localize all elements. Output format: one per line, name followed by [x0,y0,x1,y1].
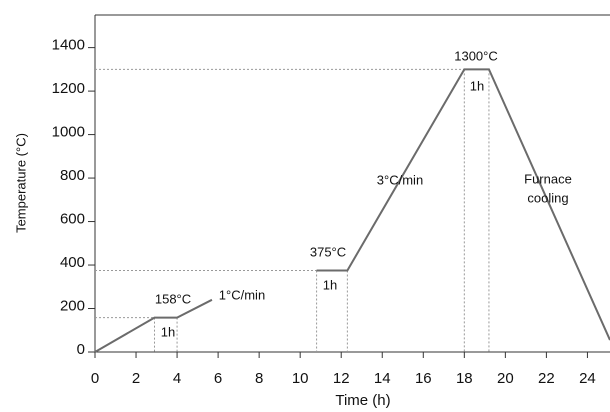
y-tick-label: 1400 [52,37,85,54]
annotation: 158°C [155,291,191,306]
x-tick-label: 2 [132,370,140,387]
temperature-line [94,68,610,353]
annotation: 1h [323,277,337,292]
y-tick-label: 200 [60,297,85,314]
y-tick-label: 0 [77,341,85,358]
x-tick-label: 12 [333,370,350,387]
annotation: 1h [470,78,484,93]
y-axis-label: Temperature (°C) [13,133,28,233]
annotation: 375°C [310,244,346,259]
annotation: 1°C/min [219,287,265,302]
y-tick-label: 400 [60,254,85,271]
x-tick-label: 22 [538,370,555,387]
x-tick-label: 24 [579,370,596,387]
x-tick-label: 10 [292,370,309,387]
x-tick-label: 18 [456,370,473,387]
annotation: cooling [527,190,568,205]
x-tick-label: 16 [415,370,432,387]
x-tick-label: 20 [497,370,514,387]
x-tick-label: 4 [173,370,181,387]
y-tick-label: 800 [60,167,85,184]
annotation: 1h [161,324,175,339]
y-tick-label: 600 [60,211,85,228]
annotation: 1300°C [454,48,498,63]
x-tick-label: 8 [255,370,263,387]
x-tick-label: 0 [91,370,99,387]
x-tick-label: 14 [374,370,391,387]
y-tick-label: 1200 [52,80,85,97]
y-tick-label: 1000 [52,124,85,141]
x-axis-label: Time (h) [335,392,390,409]
annotation: Furnace [524,171,572,186]
x-tick-label: 6 [214,370,222,387]
annotation: 3°C/min [377,172,423,187]
